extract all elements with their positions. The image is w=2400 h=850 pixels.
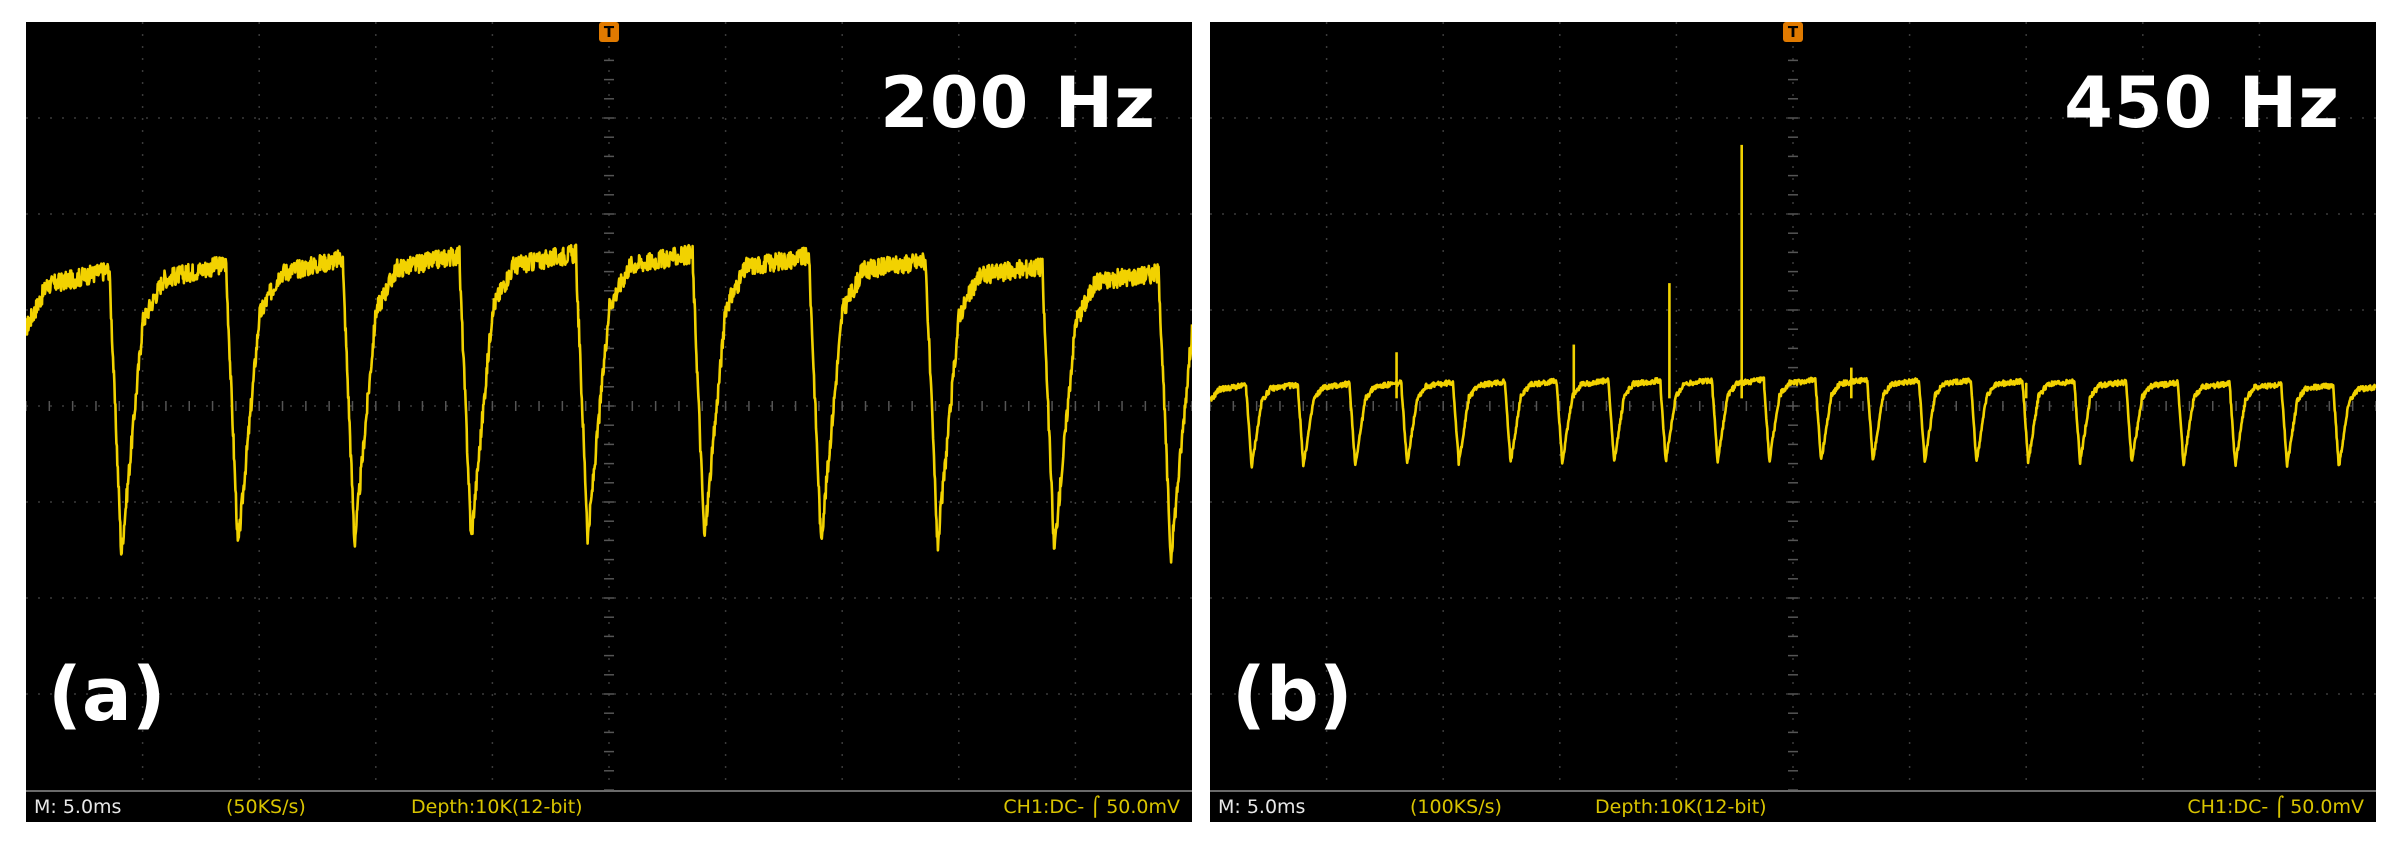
sample-rate-b: (100KS/s) [1410,796,1502,818]
timebase-b: M: 5.0ms [1218,796,1306,818]
volts-per-div-a: 50.0mV [1106,796,1180,818]
panel-label-b: (b) [1232,652,1353,738]
oscilloscope-panel-b: T 450 Hz (b) M: 5.0ms (100KS/s) Depth:10… [1210,22,2376,822]
status-bar-a: M: 5.0ms (50KS/s) Depth:10K(12-bit) CH1:… [26,790,1192,822]
edge-icon: ⌠ [2274,796,2285,818]
oscilloscope-panel-a: T 200 Hz (a) M: 5.0ms (50KS/s) Depth:10K… [26,22,1192,822]
timebase-a: M: 5.0ms [34,796,122,818]
edge-icon: ⌠ [1090,796,1101,818]
depth-b: Depth:10K(12-bit) [1595,796,1767,818]
waveform-trace [26,243,1192,564]
volts-per-div-b: 50.0mV [2290,796,2364,818]
trigger-marker-a: T [599,22,619,42]
channel-info-b: CH1:DC- ⌠ 50.0mV [2187,796,2364,818]
sample-rate-a: (50KS/s) [226,796,306,818]
depth-a: Depth:10K(12-bit) [411,796,583,818]
frequency-label-b: 450 Hz [2064,62,2340,144]
waveform-plot-b [1210,22,2376,790]
channel-b: CH1:DC- [2187,796,2269,818]
frequency-label-a: 200 Hz [880,62,1156,144]
panel-label-a: (a) [48,652,166,738]
channel-a: CH1:DC- [1003,796,1085,818]
trigger-marker-b: T [1783,22,1803,42]
status-bar-b: M: 5.0ms (100KS/s) Depth:10K(12-bit) CH1… [1210,790,2376,822]
waveform-trace [1210,376,2376,469]
waveform-plot-a [26,22,1192,790]
channel-info-a: CH1:DC- ⌠ 50.0mV [1003,796,1180,818]
